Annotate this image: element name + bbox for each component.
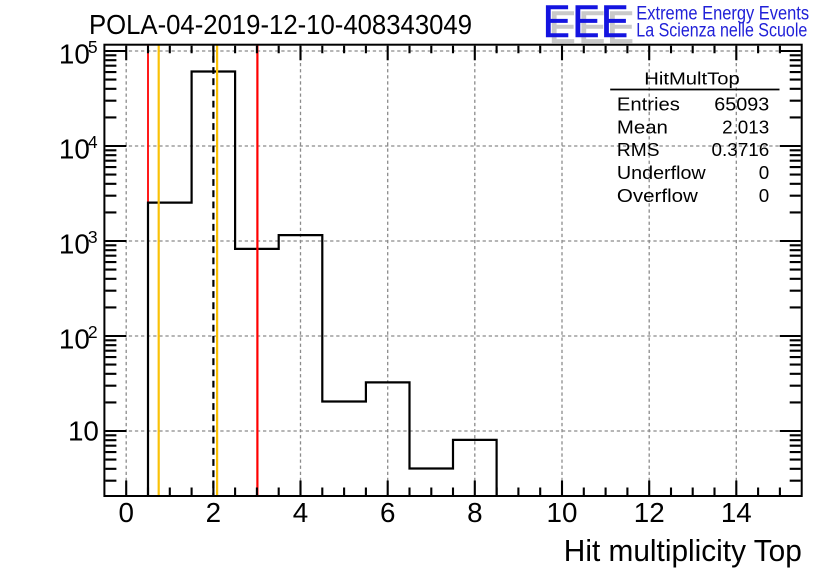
svg-text:4: 4 (88, 132, 98, 152)
svg-text:0: 0 (118, 497, 133, 528)
svg-text:65093: 65093 (714, 93, 769, 114)
svg-text:RMS: RMS (617, 139, 660, 160)
svg-text:0: 0 (759, 185, 769, 206)
svg-text:2: 2 (88, 322, 98, 342)
svg-text:POLA-04-2019-12-10-408343049: POLA-04-2019-12-10-408343049 (89, 9, 472, 40)
svg-text:La Scienza nelle Scuole: La Scienza nelle Scuole (636, 21, 807, 42)
svg-text:6: 6 (380, 497, 395, 528)
svg-text:4: 4 (293, 497, 308, 528)
svg-text:Overflow: Overflow (617, 185, 698, 206)
svg-text:3: 3 (88, 227, 98, 247)
svg-text:10: 10 (59, 229, 90, 260)
svg-text:HitMultTop: HitMultTop (644, 68, 740, 88)
svg-text:Underflow: Underflow (617, 162, 706, 183)
svg-text:5: 5 (88, 37, 98, 57)
svg-text:Hit multiplicity Top: Hit multiplicity Top (564, 533, 802, 568)
svg-text:12: 12 (634, 497, 665, 528)
svg-text:14: 14 (721, 497, 752, 528)
svg-text:0.3716: 0.3716 (712, 139, 770, 160)
svg-text:10: 10 (547, 497, 578, 528)
svg-text:8: 8 (467, 497, 482, 528)
svg-text:Extreme Energy Events: Extreme Energy Events (636, 4, 809, 25)
svg-text:Mean: Mean (617, 116, 668, 137)
svg-text:10: 10 (59, 134, 90, 165)
svg-text:10: 10 (59, 39, 90, 70)
svg-text:10: 10 (59, 324, 90, 355)
svg-text:2: 2 (206, 497, 221, 528)
svg-text:10: 10 (68, 415, 99, 446)
svg-text:0: 0 (759, 162, 769, 183)
svg-text:2.013: 2.013 (722, 116, 769, 137)
svg-text:Entries: Entries (617, 93, 680, 114)
